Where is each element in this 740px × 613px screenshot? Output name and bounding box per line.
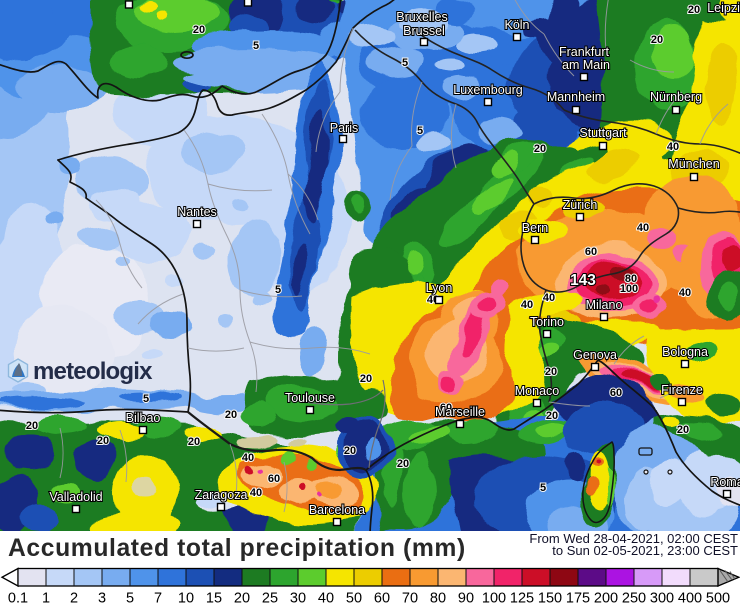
svg-text:60: 60: [374, 591, 390, 607]
svg-text:40: 40: [637, 222, 649, 234]
svg-text:Frankfurt: Frankfurt: [559, 45, 610, 59]
svg-text:10: 10: [178, 591, 194, 607]
svg-text:3: 3: [98, 591, 106, 607]
svg-text:200: 200: [594, 591, 618, 607]
svg-text:20: 20: [688, 4, 700, 16]
svg-text:Bilbao: Bilbao: [126, 411, 161, 425]
svg-text:60: 60: [268, 473, 280, 485]
svg-text:Valladolid: Valladolid: [49, 490, 102, 504]
svg-text:40: 40: [318, 591, 334, 607]
svg-text:40: 40: [521, 299, 533, 311]
svg-text:20: 20: [545, 366, 557, 378]
svg-text:20: 20: [651, 34, 663, 46]
svg-text:20: 20: [193, 24, 205, 36]
svg-text:Roma: Roma: [710, 475, 740, 489]
svg-text:20: 20: [534, 143, 546, 155]
svg-text:7: 7: [154, 591, 162, 607]
svg-text:München: München: [668, 157, 719, 171]
svg-text:20: 20: [397, 458, 409, 470]
svg-text:20: 20: [234, 591, 250, 607]
svg-text:15: 15: [206, 591, 222, 607]
svg-text:80: 80: [625, 273, 637, 285]
svg-text:Marseille: Marseille: [435, 405, 485, 419]
svg-text:20: 20: [225, 409, 237, 421]
svg-text:300: 300: [650, 591, 674, 607]
svg-text:Paris: Paris: [330, 121, 358, 135]
svg-text:Brussel: Brussel: [403, 24, 445, 38]
svg-text:70: 70: [402, 591, 418, 607]
svg-text:100: 100: [482, 591, 506, 607]
svg-text:5: 5: [417, 125, 423, 137]
svg-text:175: 175: [566, 591, 590, 607]
svg-text:Firenze: Firenze: [661, 383, 703, 397]
svg-text:Stuttgart: Stuttgart: [579, 126, 627, 140]
svg-text:40: 40: [543, 292, 555, 304]
svg-text:40: 40: [679, 287, 691, 299]
svg-text:60: 60: [610, 387, 622, 399]
svg-text:5: 5: [253, 40, 259, 52]
svg-text:40: 40: [667, 141, 679, 153]
svg-text:500: 500: [706, 591, 730, 607]
svg-text:60: 60: [585, 246, 597, 258]
svg-text:143: 143: [570, 272, 596, 289]
svg-text:90: 90: [458, 591, 474, 607]
svg-text:5: 5: [540, 482, 546, 494]
svg-text:am Main: am Main: [562, 58, 610, 72]
svg-text:20: 20: [677, 424, 689, 436]
svg-text:20: 20: [26, 420, 38, 432]
svg-text:150: 150: [538, 591, 562, 607]
svg-text:20: 20: [360, 373, 372, 385]
svg-text:Bern: Bern: [522, 221, 548, 235]
svg-text:Monaco: Monaco: [515, 384, 560, 398]
svg-text:Nantes: Nantes: [177, 205, 217, 219]
svg-text:Barcelona: Barcelona: [309, 503, 365, 517]
svg-text:5: 5: [402, 57, 408, 69]
svg-text:0.1: 0.1: [8, 591, 28, 607]
svg-text:25: 25: [262, 591, 278, 607]
svg-text:40: 40: [250, 487, 262, 499]
svg-text:80: 80: [430, 591, 446, 607]
svg-text:Toulouse: Toulouse: [285, 391, 335, 405]
svg-text:30: 30: [290, 591, 306, 607]
svg-text:Bologna: Bologna: [662, 345, 708, 359]
svg-text:400: 400: [678, 591, 702, 607]
svg-text:Torino: Torino: [530, 315, 564, 329]
svg-text:125: 125: [510, 591, 534, 607]
svg-text:40: 40: [242, 452, 254, 464]
svg-text:Mannheim: Mannheim: [547, 90, 605, 104]
svg-text:5: 5: [143, 393, 149, 405]
svg-text:1: 1: [42, 591, 50, 607]
svg-text:Milano: Milano: [586, 298, 623, 312]
svg-text:Lyon: Lyon: [426, 281, 453, 295]
svg-text:Bruxelles: Bruxelles: [396, 10, 447, 24]
svg-text:5: 5: [126, 591, 134, 607]
svg-text:20: 20: [546, 410, 558, 422]
svg-text:Genova: Genova: [573, 348, 617, 362]
svg-text:Zaragoza: Zaragoza: [195, 488, 248, 502]
svg-text:2: 2: [70, 591, 78, 607]
svg-text:Leipzig: Leipzig: [707, 1, 740, 15]
svg-text:50: 50: [346, 591, 362, 607]
svg-text:60: 60: [440, 402, 452, 414]
svg-text:100: 100: [620, 283, 638, 295]
svg-text:20: 20: [188, 436, 200, 448]
svg-text:Luxembourg: Luxembourg: [453, 83, 523, 97]
svg-text:250: 250: [622, 591, 646, 607]
svg-text:meteologix: meteologix: [33, 358, 153, 385]
svg-text:Zürich: Zürich: [563, 198, 598, 212]
svg-text:20: 20: [344, 445, 356, 457]
svg-text:Köln: Köln: [504, 18, 529, 32]
svg-text:20: 20: [97, 435, 109, 447]
svg-text:Nürnberg: Nürnberg: [650, 90, 702, 104]
svg-text:5: 5: [275, 284, 281, 296]
